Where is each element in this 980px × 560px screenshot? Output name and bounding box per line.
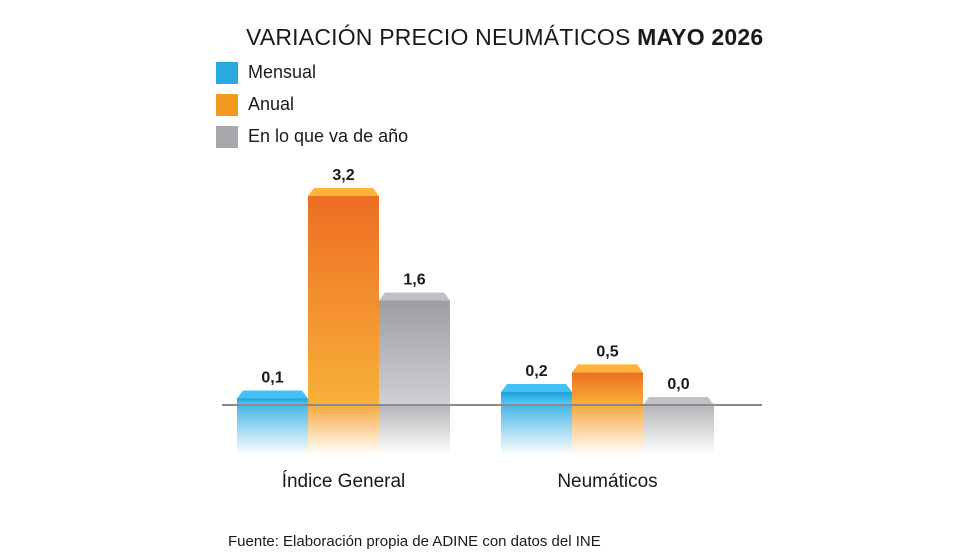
value-label-anual-0: 3,2 (332, 167, 354, 184)
category-label-0: Índice General (282, 471, 406, 492)
value-label-en-lo-que-va-0: 1,6 (403, 272, 425, 289)
bar-cap-mensual-0 (237, 390, 308, 399)
bar-reflection-mensual-0 (237, 405, 308, 455)
bar-cap-anual-1 (572, 364, 643, 373)
chart-title-date: MAYO 2026 (637, 24, 764, 50)
bar-mensual-0 (237, 398, 308, 405)
bar-cap-mensual-1 (501, 383, 572, 392)
value-label-en-lo-que-va-1: 0,0 (667, 376, 689, 393)
bar-reflection-mensual-1 (501, 405, 572, 455)
bar-reflection-anual-1 (572, 405, 643, 455)
value-label-anual-1: 0,5 (596, 343, 618, 360)
legend-label-anual: Anual (248, 94, 295, 114)
value-label-mensual-0: 0,1 (261, 369, 283, 386)
bar-reflection-anual-0 (308, 405, 379, 455)
bar-mensual-1 (501, 391, 572, 405)
chart-title: VARIACIÓN PRECIO NEUMÁTICOS MAYO 2026 (246, 24, 763, 51)
legend-swatch-anual (216, 94, 238, 116)
bar-reflection-en-lo-que-va-0 (379, 405, 450, 455)
source-note: Fuente: Elaboración propia de ADINE con … (228, 533, 601, 550)
bar-anual-1 (572, 372, 643, 405)
bar-reflection-en-lo-que-va-1 (643, 405, 714, 455)
bar-cap-en-lo-que-va-0 (379, 292, 450, 301)
chart-title-main: VARIACIÓN PRECIO NEUMÁTICOS (246, 24, 638, 50)
bar-cap-en-lo-que-va-1 (643, 397, 714, 405)
bar-en-lo-que-va-0 (379, 300, 450, 405)
category-label-1: Neumáticos (557, 471, 657, 492)
bar-cap-anual-0 (308, 188, 379, 197)
legend-swatch-mensual (216, 62, 238, 84)
legend-label-mensual: Mensual (248, 62, 317, 82)
legend-label-en-lo-que-va: En lo que va de año (248, 126, 409, 146)
legend-swatch-en-lo-que-va (216, 126, 238, 148)
value-label-mensual-1: 0,2 (525, 363, 547, 380)
bar-anual-0 (308, 196, 379, 405)
